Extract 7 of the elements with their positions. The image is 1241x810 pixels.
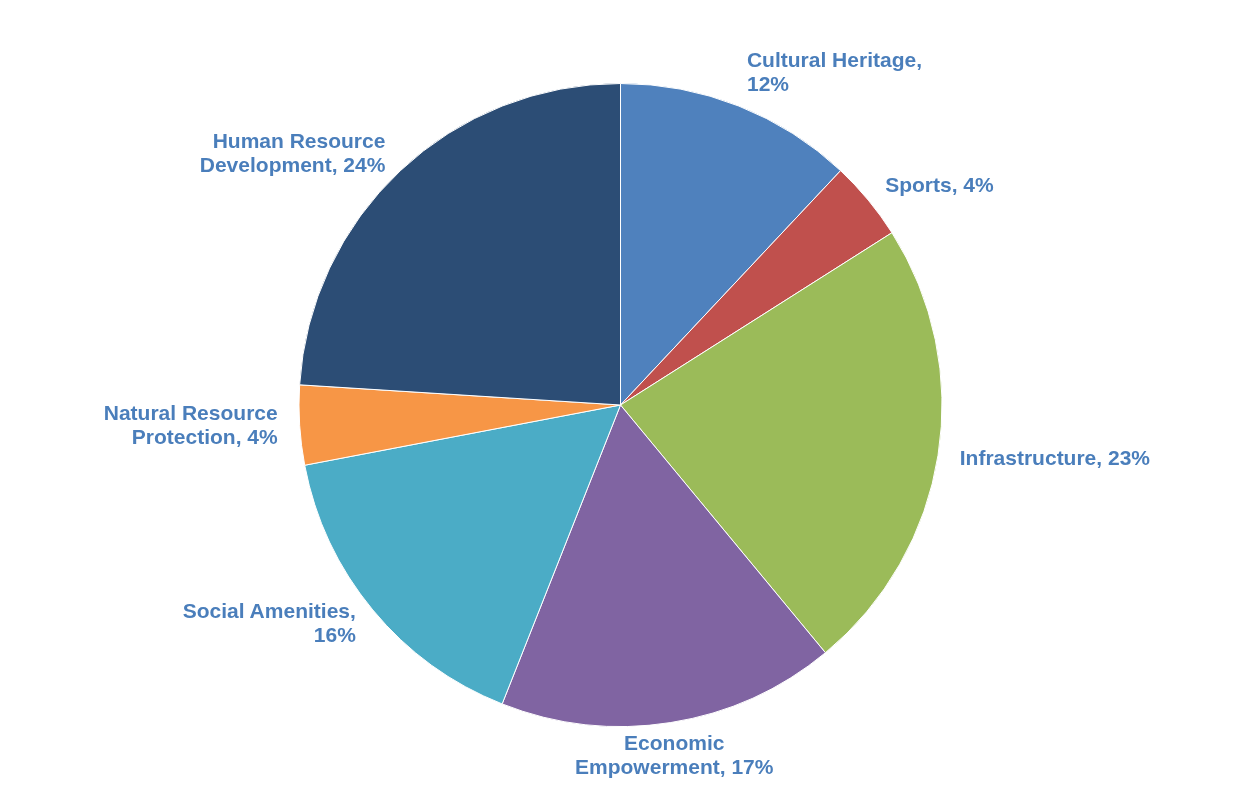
slice-label: Social Amenities, 16% bbox=[182, 598, 357, 646]
slice-label: Infrastructure, 23% bbox=[959, 445, 1151, 469]
slice-label: Sports, 4% bbox=[885, 172, 995, 196]
slice-label: Natural Resource Protection, 4% bbox=[103, 401, 278, 449]
slice-label: Human Resource Development, 24% bbox=[199, 129, 386, 177]
slice-label: Cultural Heritage, 12% bbox=[746, 48, 922, 96]
slice-label: Economic Empowerment, 17% bbox=[575, 731, 774, 779]
